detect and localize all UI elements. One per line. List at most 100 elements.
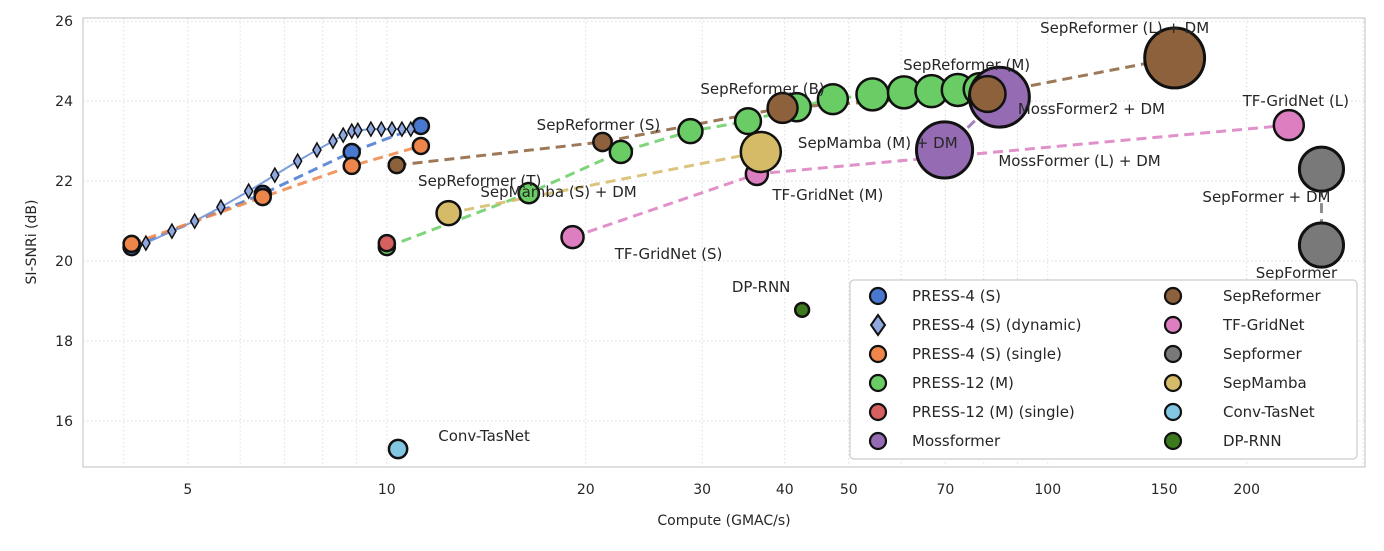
data-point — [377, 233, 397, 253]
legend-entry: PRESS-4 (S) — [868, 286, 1001, 306]
x-tick-label: 50 — [840, 482, 858, 498]
data-point — [387, 438, 409, 460]
legend-marker — [1163, 431, 1183, 451]
y-tick-label: 18 — [55, 334, 73, 350]
data-point — [1297, 221, 1346, 269]
series-line — [943, 96, 1001, 152]
data-point — [608, 139, 634, 165]
legend-label: PRESS-4 (S) (dynamic) — [912, 316, 1082, 334]
legend-marker — [1163, 286, 1183, 306]
data-point — [1272, 108, 1306, 142]
data-point-diamond — [216, 198, 226, 216]
annotation-label: SepReformer (T) — [418, 172, 541, 190]
legend-marker — [1163, 373, 1183, 393]
annotation-label: MossFormer (L) + DM — [998, 152, 1160, 170]
legend-label: DP-RNN — [1223, 432, 1282, 450]
y-tick-label: 22 — [55, 174, 73, 190]
x-tick-label: 30 — [693, 482, 711, 498]
annotation-label: SepReformer (L) + DM — [1040, 19, 1209, 37]
data-point-diamond — [189, 212, 200, 230]
data-point — [855, 77, 890, 112]
legend-marker — [868, 431, 888, 451]
data-point — [1143, 26, 1207, 90]
legend-label: Sepformer — [1223, 345, 1302, 363]
data-point — [733, 107, 763, 136]
legend-label: Conv-TasNet — [1223, 403, 1315, 421]
data-point — [122, 234, 141, 254]
data-point — [253, 187, 272, 207]
annotation-label: MossFormer2 + DM — [1018, 100, 1165, 118]
legend-marker-diamond — [869, 313, 887, 337]
ticks: 16 18 20 22 24 26 5 10 20 30 40 50 70 100 150 200 — [55, 14, 1260, 498]
data-point-diamond — [167, 222, 177, 240]
y-tick-label: 20 — [55, 254, 73, 270]
data-point-diamond — [269, 166, 280, 184]
legend-marker — [1163, 315, 1183, 335]
annotation-label: SepReformer (B) — [700, 80, 824, 98]
legend-label: Mossformer — [912, 432, 1001, 450]
data-point — [816, 82, 850, 116]
x-tick-label: 40 — [776, 482, 794, 498]
data-point — [793, 301, 811, 319]
data-point — [914, 120, 975, 180]
series-line — [386, 87, 980, 249]
legend-entry: Conv-TasNet — [1163, 402, 1315, 422]
x-tick-label: 70 — [936, 482, 954, 498]
data-point-diamond — [352, 121, 363, 139]
legend-entry: TF-GridNet — [1163, 315, 1305, 335]
data-point — [517, 181, 541, 205]
x-tick-label: 5 — [183, 482, 192, 498]
data-point-diamond — [328, 132, 338, 150]
data-point-diamond — [397, 120, 407, 138]
data-point-diamond — [141, 234, 151, 252]
legend-label: PRESS-4 (S) — [912, 287, 1001, 305]
annotations: SepReformer (L) + DM SepReformer (M) SepRe… — [418, 19, 1349, 445]
data-point — [1297, 145, 1346, 193]
legend-entry: PRESS-4 (S) (dynamic) — [869, 313, 1082, 337]
data-point-diamond — [376, 120, 387, 138]
legend-entry: DP-RNN — [1163, 431, 1282, 451]
legend-label: SepMamba — [1223, 374, 1307, 392]
legend-entry: SepMamba — [1163, 373, 1307, 393]
x-axis-label: Compute (GMAC/s) — [657, 513, 790, 529]
data-point — [592, 131, 613, 153]
legend-entry: PRESS-4 (S) (single) — [868, 344, 1062, 364]
plot-frame — [82, 17, 1366, 468]
annotation-label: TF-GridNet (S) — [614, 245, 723, 263]
series-markers — [122, 26, 1346, 460]
legend-marker — [1163, 402, 1183, 422]
legend-label: SepReformer — [1223, 287, 1321, 305]
data-point-diamond — [405, 120, 416, 138]
series-line — [448, 150, 762, 215]
data-point-diamond — [366, 120, 376, 138]
x-tick-label: 10 — [378, 482, 396, 498]
annotation-label: SepFormer — [1256, 264, 1338, 282]
data-point — [411, 136, 431, 156]
legend: PRESS-4 (S) PRESS-4 (S) (dynamic) PRESS-4 … — [849, 279, 1358, 460]
annotation-label: DP-RNN — [732, 278, 791, 296]
annotation-label: SepReformer (M) — [903, 56, 1030, 74]
x-tick-label: 20 — [577, 482, 595, 498]
y-tick-label: 16 — [55, 414, 73, 430]
legend-entry: SepReformer — [1163, 286, 1321, 306]
data-point-diamond — [387, 120, 397, 138]
data-point-diamond — [243, 182, 254, 200]
legend-entry: PRESS-12 (M) — [868, 373, 1014, 393]
y-axis-label: SI-SNRi (dB) — [24, 200, 40, 285]
data-point-diamond — [338, 126, 349, 144]
legend-marker — [868, 373, 888, 393]
legend-label: TF-GridNet — [1222, 316, 1305, 334]
annotation-label: TF-GridNet (M) — [771, 186, 883, 204]
data-point — [342, 156, 361, 176]
data-point — [677, 117, 704, 145]
legend-label: PRESS-4 (S) (single) — [912, 345, 1062, 363]
data-point — [560, 224, 585, 250]
annotation-label: Conv-TasNet — [438, 427, 530, 445]
data-point — [766, 91, 799, 125]
legend-label: PRESS-12 (M) (single) — [912, 403, 1075, 421]
annotation-label: TF-GridNet (L) — [1242, 92, 1349, 110]
legend-marker — [868, 286, 888, 306]
legend-entry: Mossformer — [868, 431, 1001, 451]
annotation-label: SepReformer (S) — [537, 116, 661, 134]
data-point-diamond — [292, 152, 303, 170]
